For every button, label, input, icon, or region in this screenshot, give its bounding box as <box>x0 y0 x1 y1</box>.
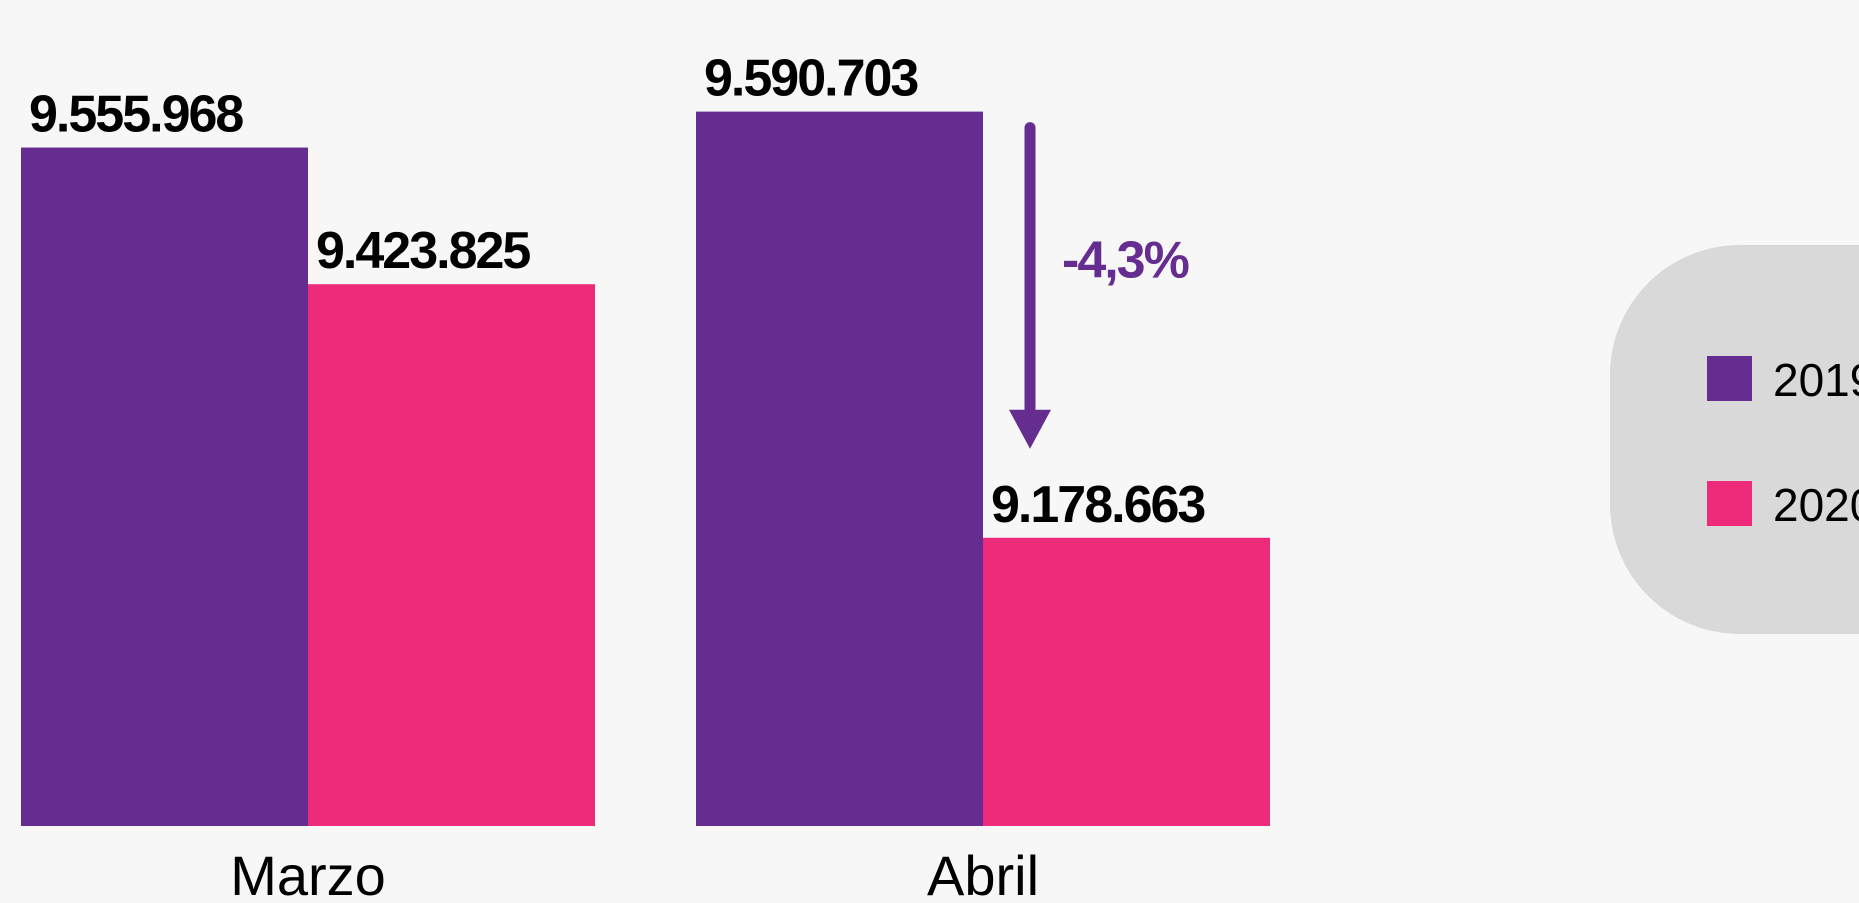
value-label: 9.423.825 <box>316 222 530 280</box>
legend-label: 2019 <box>1773 354 1859 406</box>
annotation: -4,3% <box>1062 232 1189 290</box>
x-tick-label: Marzo <box>230 844 386 903</box>
legend-box <box>1610 245 1859 634</box>
value-label: 9.178.663 <box>991 476 1205 534</box>
legend-swatch <box>1707 356 1752 401</box>
annotation-arrowhead <box>1009 409 1051 449</box>
bar <box>696 111 983 827</box>
bar <box>308 284 595 826</box>
legend-swatch <box>1707 481 1752 526</box>
value-label: 9.555.968 <box>29 86 243 144</box>
bar <box>21 147 308 826</box>
x-tick-label: Abril <box>927 844 1039 903</box>
bar <box>983 537 1270 826</box>
legend-label: 2020 <box>1773 479 1859 531</box>
value-label: 9.590.703 <box>704 50 918 108</box>
